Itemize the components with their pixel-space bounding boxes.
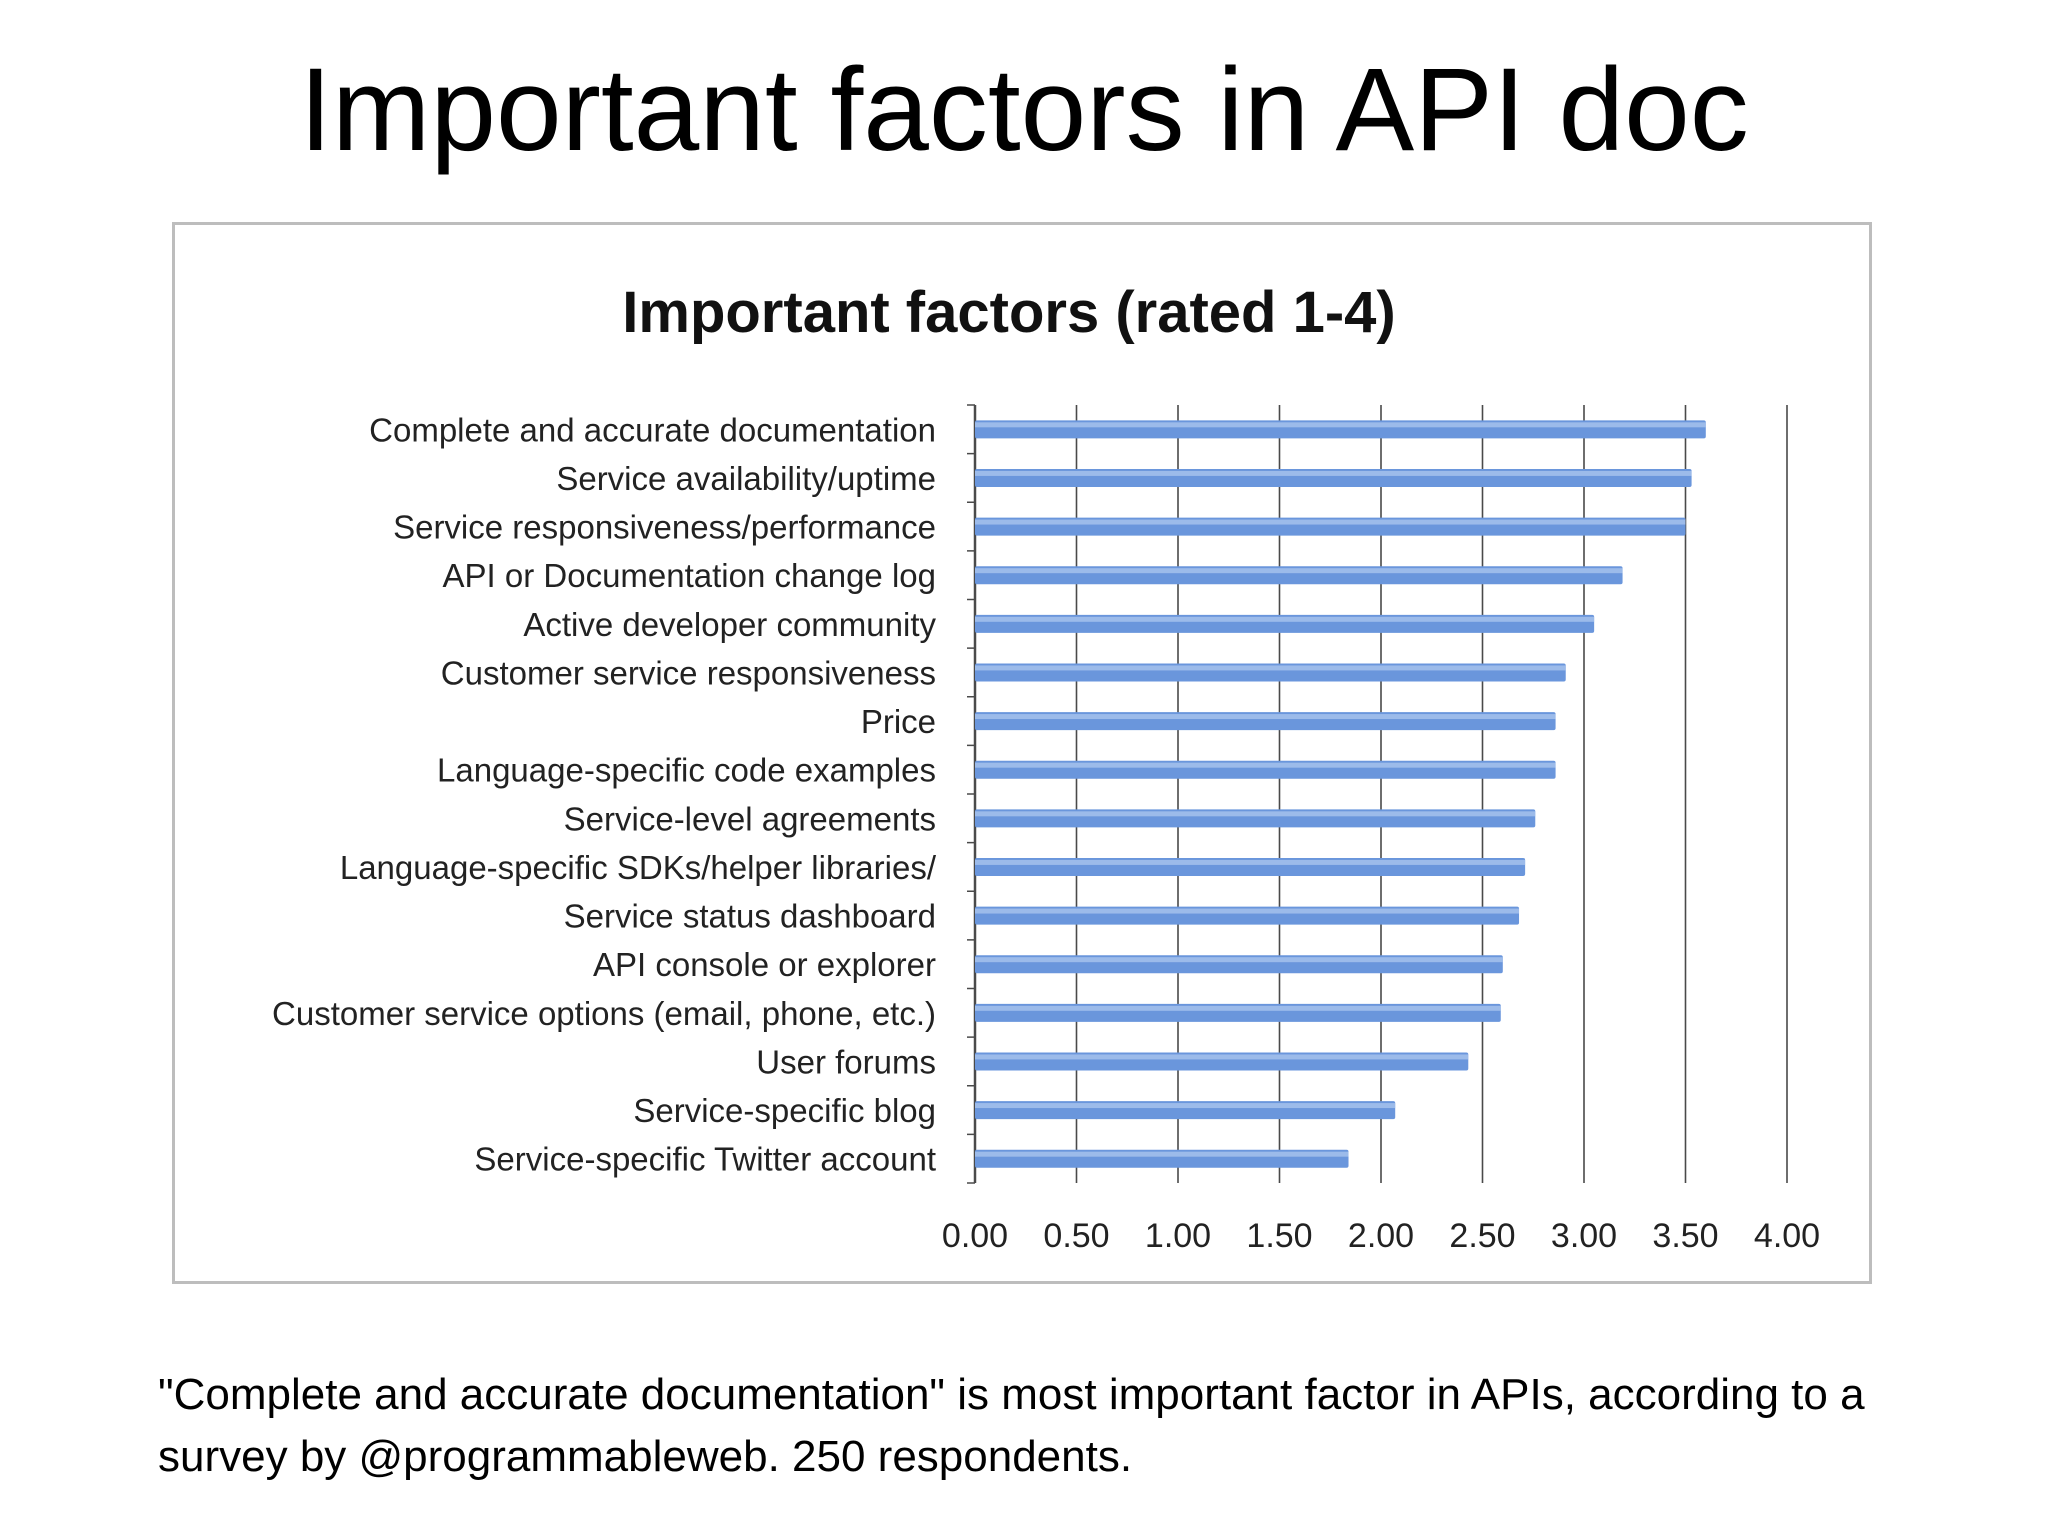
category-label: Language-specific SDKs/helper libraries/	[340, 849, 937, 886]
x-tick-label: 3.50	[1652, 1217, 1718, 1255]
bar-highlight	[975, 1054, 1469, 1060]
category-label: Customer service options (email, phone, …	[272, 995, 936, 1032]
category-labels: Complete and accurate documentation Servi…	[272, 411, 937, 1177]
category-label: Service-level agreements	[564, 800, 936, 837]
category-label: User forums	[756, 1043, 936, 1080]
bar-highlight	[975, 470, 1692, 476]
category-label: API or Documentation change log	[443, 557, 936, 594]
category-label: Service-specific Twitter account	[474, 1141, 936, 1178]
x-tick-label: 0.00	[942, 1217, 1008, 1255]
bar-highlight	[975, 762, 1556, 768]
category-label: API console or explorer	[593, 946, 936, 983]
bar-highlight	[975, 519, 1686, 525]
bar-highlight	[975, 1151, 1349, 1157]
category-label: Active developer community	[523, 606, 936, 643]
bar-highlight	[975, 1103, 1396, 1109]
category-label: Price	[861, 703, 936, 740]
bars	[975, 420, 1706, 1168]
slide-title: Important factors in API doc	[299, 44, 1749, 176]
x-tick-label: 0.50	[1043, 1217, 1109, 1255]
bar-highlight	[975, 957, 1503, 963]
chart-title: Important factors (rated 1-4)	[622, 280, 1395, 345]
category-label: Complete and accurate documentation	[369, 411, 936, 448]
x-tick-label: 2.00	[1348, 1217, 1414, 1255]
x-tick-labels: 0.00 0.50 1.00 1.50 2.00 2.50 3.00 3.50 4.00	[942, 1217, 1820, 1255]
bar-highlight	[975, 811, 1536, 817]
bar-highlight	[975, 568, 1623, 574]
bar-highlight	[975, 665, 1566, 671]
slide-caption: "Complete and accurate documentation" is…	[158, 1370, 1865, 1481]
x-tick-label: 1.50	[1246, 1217, 1312, 1255]
x-tick-label: 3.00	[1551, 1217, 1617, 1255]
category-label: Customer service responsiveness	[441, 654, 936, 691]
category-label: Service availability/uptime	[556, 460, 936, 497]
x-tick-label: 2.50	[1449, 1217, 1515, 1255]
category-label: Service-specific blog	[633, 1092, 936, 1129]
bar-highlight	[975, 616, 1595, 622]
x-tick-label: 1.00	[1145, 1217, 1211, 1255]
bar-highlight	[975, 422, 1706, 428]
category-label: Service responsiveness/performance	[393, 509, 936, 546]
category-label: Service status dashboard	[564, 898, 936, 935]
category-label: Language-specific code examples	[437, 752, 936, 789]
x-tick-label: 4.00	[1754, 1217, 1820, 1255]
bar-highlight	[975, 714, 1556, 720]
bar-highlight	[975, 1005, 1501, 1011]
bar-highlight	[975, 908, 1520, 914]
bar-highlight	[975, 859, 1526, 865]
